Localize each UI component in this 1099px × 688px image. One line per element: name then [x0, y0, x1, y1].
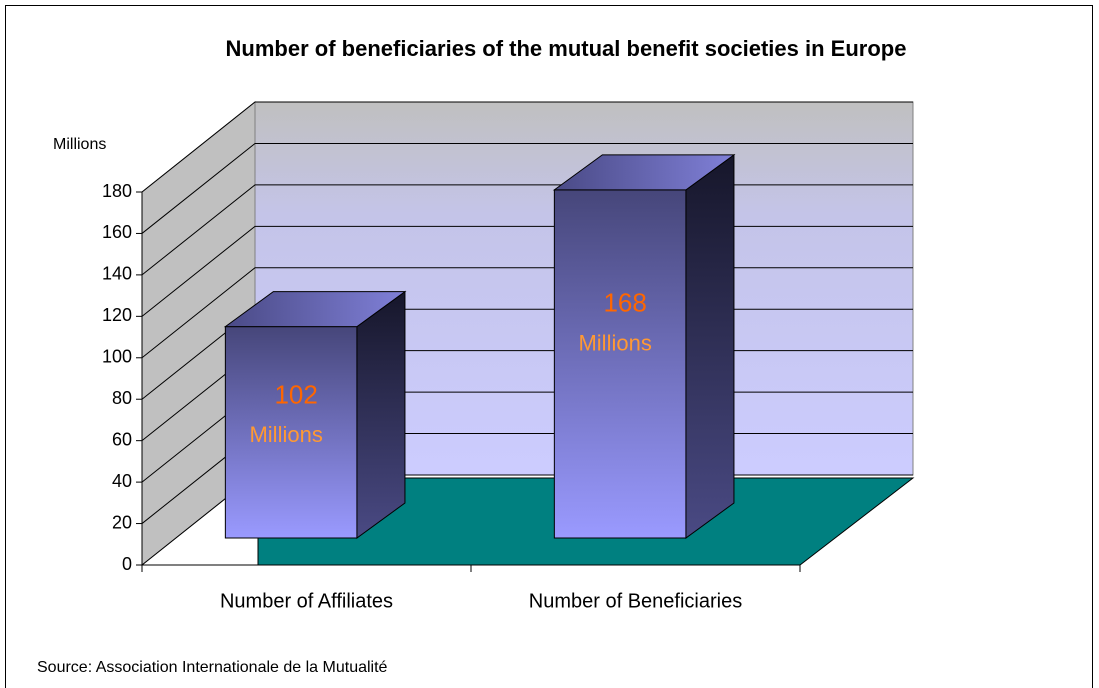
data-label: 102	[274, 379, 317, 409]
y-tick-label: 20	[112, 512, 132, 532]
bar-side	[356, 290, 406, 539]
grid-line	[141, 142, 913, 234]
x-tick-label: Number of Affiliates	[220, 590, 393, 612]
y-tick-label: 160	[102, 222, 132, 242]
x-tick-label: Number of Beneficiaries	[529, 590, 742, 612]
y-tick-label: 120	[102, 305, 132, 325]
y-tick-label: 100	[102, 347, 132, 367]
chart-title: Number of beneficiaries of the mutual be…	[226, 36, 907, 61]
y-tick-label: 0	[122, 554, 132, 574]
frame	[5, 5, 1093, 688]
data-label-unit: Millions	[578, 331, 651, 356]
data-label: 168	[603, 288, 646, 318]
y-tick-label: 80	[112, 388, 132, 408]
source: Source: Association Internationale de la…	[37, 659, 388, 676]
bar-top	[223, 291, 407, 328]
y-tick-label: 60	[112, 429, 132, 449]
y-tick-label: 140	[102, 264, 132, 284]
bar-side	[685, 153, 735, 539]
grid-line	[141, 101, 913, 193]
y-axis-label: Millions	[53, 136, 106, 153]
y-tick-label: 180	[102, 181, 132, 201]
bar-front	[553, 189, 687, 539]
bar-top	[552, 154, 736, 191]
y-tick-label: 40	[112, 471, 132, 491]
data-label-unit: Millions	[249, 422, 322, 447]
